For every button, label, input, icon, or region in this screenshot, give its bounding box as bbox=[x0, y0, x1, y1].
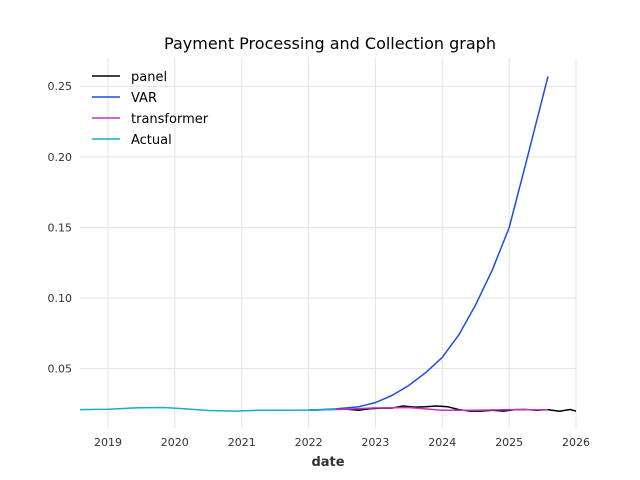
x-axis-title: date bbox=[311, 455, 344, 470]
legend-label-var: VAR bbox=[131, 91, 157, 106]
chart-title: Payment Processing and Collection graph bbox=[164, 34, 496, 53]
x-tick-label: 2026 bbox=[562, 436, 590, 449]
y-tick-label: 0.10 bbox=[48, 292, 73, 305]
series-line-var bbox=[308, 76, 549, 411]
series-lines bbox=[79, 76, 577, 413]
x-tick-label: 2021 bbox=[228, 436, 256, 449]
legend: panel VAR transformer Actual bbox=[92, 70, 209, 148]
y-tick-label: 0.20 bbox=[48, 151, 73, 164]
x-tick-label: 2019 bbox=[94, 436, 122, 449]
legend-label-transformer: transformer bbox=[131, 112, 209, 127]
x-axis-ticks: 2019 2020 2021 2022 2023 2024 2025 2026 bbox=[94, 436, 590, 449]
x-tick-label: 2023 bbox=[361, 436, 389, 449]
y-tick-label: 0.05 bbox=[48, 363, 73, 376]
y-axis-ticks: 0.05 0.10 0.15 0.20 0.25 bbox=[48, 80, 73, 375]
y-tick-label: 0.25 bbox=[48, 80, 73, 93]
x-tick-label: 2022 bbox=[295, 436, 323, 449]
gridlines bbox=[80, 58, 577, 428]
legend-label-panel: panel bbox=[131, 70, 167, 85]
x-tick-label: 2020 bbox=[161, 436, 189, 449]
series-line-actual bbox=[79, 406, 337, 412]
x-tick-label: 2024 bbox=[428, 436, 456, 449]
legend-label-actual: Actual bbox=[131, 133, 172, 148]
x-tick-label: 2025 bbox=[495, 436, 523, 449]
series-line-transformer bbox=[308, 406, 549, 412]
y-tick-label: 0.15 bbox=[48, 221, 73, 234]
